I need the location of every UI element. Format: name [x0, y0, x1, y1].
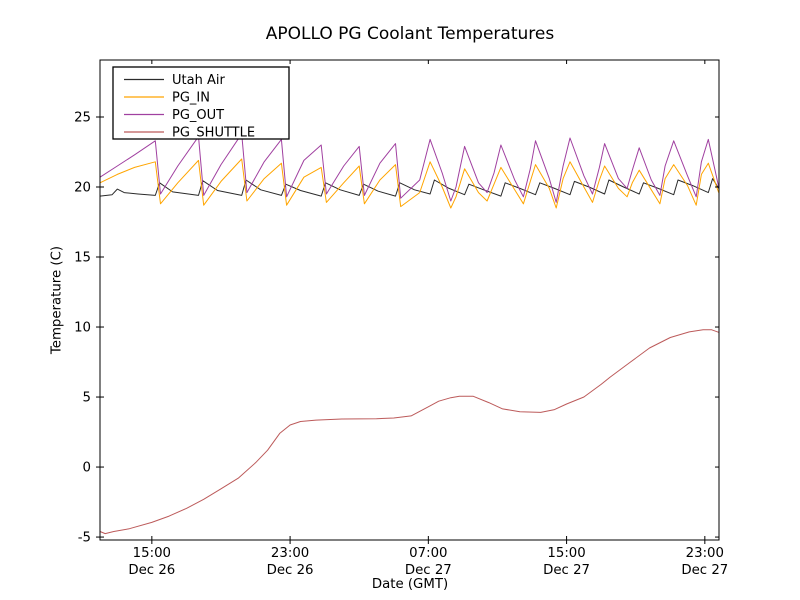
x-tick-date-label: Dec 26: [267, 563, 314, 578]
y-tick-label: 0: [83, 461, 91, 476]
plot-area: [100, 60, 719, 540]
chart-title: APOLLO PG Coolant Temperatures: [265, 24, 555, 44]
y-tick-label: 15: [74, 251, 91, 266]
y-tick-label: -5: [78, 531, 91, 546]
x-tick-time-label: 07:00: [409, 546, 447, 561]
x-tick-date-label: Dec 26: [128, 563, 175, 578]
y-tick-label: 25: [74, 110, 91, 125]
legend-label: PG_OUT: [172, 108, 224, 123]
series-line-pg-out: [99, 133, 720, 203]
x-tick-time-label: 23:00: [686, 546, 724, 561]
legend-label: PG_SHUTTLE: [172, 126, 255, 141]
x-tick-time-label: 23:00: [271, 546, 309, 561]
x-axis-label: Date (GMT): [371, 577, 449, 592]
x-tick-date-label: Dec 27: [405, 563, 452, 578]
y-tick-label: 10: [74, 321, 91, 336]
legend-label: PG_IN: [172, 91, 210, 106]
legend-label: Utah Air: [172, 73, 225, 88]
y-tick-label: 5: [83, 391, 91, 406]
x-tick-time-label: 15:00: [547, 546, 585, 561]
axes-frame: [99, 59, 720, 541]
x-tick-date-label: Dec 27: [681, 563, 728, 578]
series-line-pg-in: [99, 158, 720, 209]
x-tick-date-label: Dec 27: [543, 563, 590, 578]
legend-box: [112, 66, 290, 140]
y-tick-label: 20: [74, 181, 91, 196]
series-line-pg-shuttle: [99, 329, 719, 535]
x-tick-time-label: 15:00: [133, 546, 171, 561]
